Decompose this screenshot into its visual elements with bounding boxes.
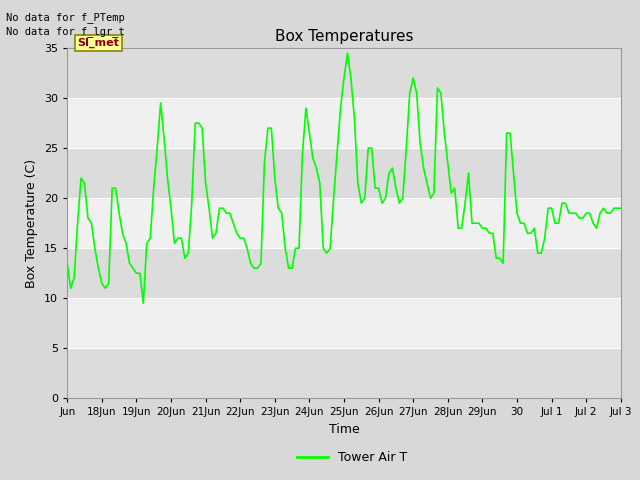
Legend: Tower Air T: Tower Air T — [292, 446, 412, 469]
Bar — [67, 198, 621, 248]
Y-axis label: Box Temperature (C): Box Temperature (C) — [26, 158, 38, 288]
Text: No data for f_lgr_t: No data for f_lgr_t — [6, 26, 125, 37]
Bar — [67, 248, 621, 298]
X-axis label: Time: Time — [328, 423, 360, 436]
Bar — [67, 48, 621, 98]
Bar — [67, 148, 621, 198]
Bar — [67, 98, 621, 148]
Text: No data for f_PTemp: No data for f_PTemp — [6, 12, 125, 23]
Bar — [67, 348, 621, 398]
Title: Box Temperatures: Box Temperatures — [275, 29, 413, 44]
Text: SI_met: SI_met — [77, 38, 120, 48]
Bar — [67, 298, 621, 348]
